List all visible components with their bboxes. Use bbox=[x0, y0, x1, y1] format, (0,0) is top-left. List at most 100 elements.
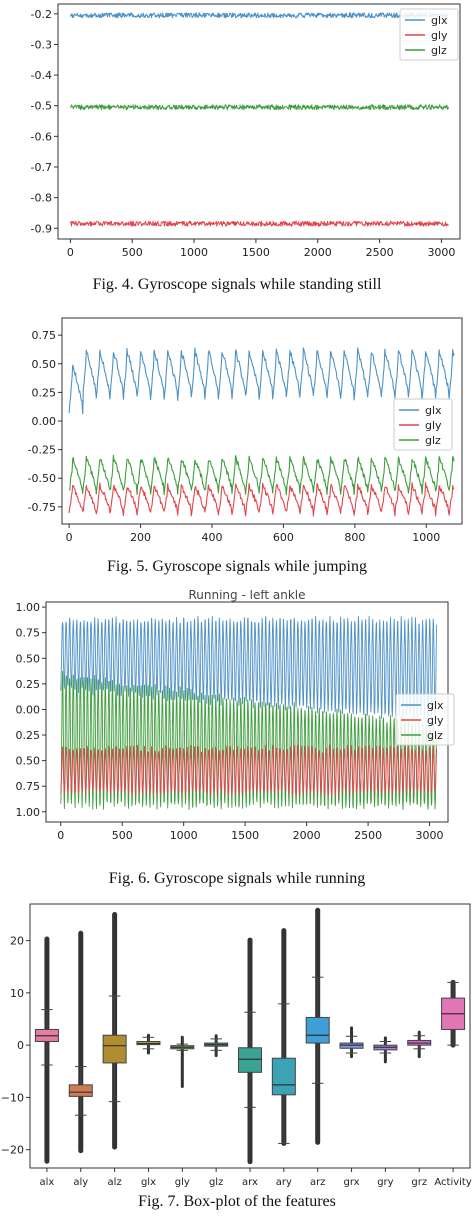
fig4-legend-label-glz: glz bbox=[431, 44, 447, 57]
fig7-xtick-label: gly bbox=[175, 1177, 190, 1188]
fig4-series-glx bbox=[69, 12, 449, 19]
fig7-box-glx bbox=[136, 1033, 161, 1055]
fig7-xtick-label: grz bbox=[411, 1177, 427, 1188]
fig6-legend-label-gly: gly bbox=[427, 714, 444, 727]
fig7-xtick-label: arz bbox=[310, 1177, 326, 1188]
fig4-xtick-label: 1000 bbox=[180, 246, 208, 259]
fig5-series-glx bbox=[68, 347, 455, 415]
fig6-chart: 0 500 1000 1500 2000 2500 3000 1.00 0.75 0.50 0.25… bbox=[16, 590, 455, 842]
fig6-xtick-label: 1500 bbox=[231, 829, 259, 842]
fig7-chart: 20 10 0 −10 −20 alx aly alz glx gly glz arx ary arz gr… bbox=[1, 903, 472, 1188]
fig6-xtick-label: 2500 bbox=[354, 829, 382, 842]
fig7-box-aly bbox=[68, 930, 93, 1154]
fig6-ytick-label: 0.25 bbox=[16, 678, 41, 691]
fig5-xtick-label: 1000 bbox=[412, 531, 440, 544]
fig7-xtick-label: alx bbox=[40, 1177, 55, 1188]
fig5-series-glz bbox=[68, 454, 455, 496]
fig7-xtick-label: alz bbox=[108, 1177, 122, 1188]
fig4-ytick-label: -0.4 bbox=[31, 69, 52, 82]
fig5-xtick-label: 200 bbox=[130, 531, 151, 544]
fig7-box-Activity bbox=[441, 979, 466, 1048]
fig6-legend-label-glz: glz bbox=[427, 729, 443, 742]
fig5-xtick-label: 600 bbox=[273, 531, 294, 544]
fig6-xtick-label: 0 bbox=[57, 829, 64, 842]
figure-5: 0 200 400 600 800 1000 0.75 0.50 0.25 0.00 -0.25 -0… bbox=[0, 300, 474, 590]
fig4-xtick-label: 1500 bbox=[242, 246, 270, 259]
fig7-iqr-ary bbox=[271, 1057, 296, 1096]
fig4-legend-label-glx: glx bbox=[431, 14, 448, 27]
fig7-xtick-label: ary bbox=[276, 1177, 292, 1188]
fig7-box-arz bbox=[305, 907, 330, 1145]
fig4-ytick-label: -0.7 bbox=[31, 161, 52, 174]
fig5-legend-label-glx: glx bbox=[425, 404, 442, 417]
figure-6: 0 500 1000 1500 2000 2500 3000 1.00 0.75 0.50 0.25… bbox=[0, 590, 474, 900]
fig6-ytick-label: 1.00 bbox=[16, 601, 41, 614]
fig7-box-arx bbox=[237, 937, 263, 1165]
fig4-ytick-label: -0.2 bbox=[31, 8, 52, 21]
fig5-ytick-label: 0.25 bbox=[32, 386, 57, 399]
fig7-xtick-label: grx bbox=[343, 1177, 359, 1188]
fig4-xtick-label: 0 bbox=[67, 246, 74, 259]
fig7-box-gry bbox=[373, 1036, 398, 1064]
fig7-ytick-label: 20 bbox=[10, 935, 24, 948]
fig5-ytick-label: 0.75 bbox=[32, 329, 57, 342]
fig5-legend-label-glz: glz bbox=[425, 434, 441, 447]
fig7-xtick-label: gry bbox=[377, 1177, 393, 1188]
fig7-ytick-label: 10 bbox=[10, 987, 24, 1000]
fig5-series-gly bbox=[68, 482, 455, 517]
fig5-legend bbox=[393, 398, 453, 451]
fig6-series-gly bbox=[60, 744, 438, 798]
fig4-series-gly bbox=[69, 220, 449, 227]
fig4-xtick-label: 2000 bbox=[304, 246, 332, 259]
fig6-caption: Fig. 6. Gyroscope signals while running bbox=[108, 870, 366, 887]
fig6-ytick-label: 0.50 bbox=[16, 755, 41, 768]
fig5-ytick-label: -0.25 bbox=[28, 444, 56, 457]
fig5-xtick-label: 800 bbox=[344, 531, 365, 544]
fig4-ytick-label: -0.3 bbox=[31, 38, 52, 51]
fig7-ytick-label: 0 bbox=[17, 1039, 24, 1052]
fig6-ytick-label: 0.25 bbox=[16, 729, 41, 742]
fig4-xtick-label: 2500 bbox=[366, 246, 394, 259]
fig4-ytick-label: -0.6 bbox=[31, 130, 52, 143]
fig5-caption: Fig. 5. Gyroscope signals while jumping bbox=[107, 558, 367, 575]
fig4-chart: 0 500 1000 1500 2000 2500 3000 -0.2 -0.3 -0.4 -0.5… bbox=[31, 3, 461, 259]
fig6-ytick-label: 0.00 bbox=[16, 703, 41, 716]
fig6-legend-label-glx: glx bbox=[427, 699, 444, 712]
figure-7: 20 10 0 −10 −20 alx aly alz glx gly glz arx ary arz gr… bbox=[0, 900, 474, 1218]
fig5-ytick-label: -0.75 bbox=[28, 501, 56, 514]
fig7-ytick-label: −10 bbox=[1, 1091, 24, 1104]
fig6-ytick-label: 0.75 bbox=[16, 780, 41, 793]
fig6-ytick-label: 1.00 bbox=[16, 806, 41, 819]
fig5-xtick-label: 0 bbox=[66, 531, 73, 544]
fig6-legend bbox=[395, 693, 455, 746]
fig7-caption: Fig. 7. Box-plot of the features bbox=[138, 1193, 336, 1210]
fig4-plot-frame bbox=[57, 3, 461, 240]
fig4-xtick-label: 500 bbox=[122, 246, 143, 259]
fig6-xtick-label: 2000 bbox=[293, 829, 321, 842]
fig4-ytick-label: -0.5 bbox=[31, 100, 52, 113]
fig6-xtick-label: 1000 bbox=[170, 829, 198, 842]
fig7-box-glz bbox=[204, 1034, 229, 1058]
fig7-xtick-label: glx bbox=[141, 1177, 156, 1188]
fig5-chart: 0 200 400 600 800 1000 0.75 0.50 0.25 0.00 -0.25 -0… bbox=[28, 317, 463, 544]
fig7-xtick-label: glz bbox=[209, 1177, 223, 1188]
fig4-ytick-label: -0.9 bbox=[31, 222, 52, 235]
fig6-ytick-label: 0.75 bbox=[16, 627, 41, 640]
fig4-legend-label-gly: gly bbox=[431, 29, 448, 42]
fig5-ytick-label: 0.50 bbox=[32, 358, 57, 371]
fig5-xtick-label: 400 bbox=[202, 531, 223, 544]
fig4-ytick-label: -0.8 bbox=[31, 192, 52, 205]
fig7-box-grz bbox=[407, 1030, 432, 1059]
fig5-ytick-label: -0.50 bbox=[28, 472, 56, 485]
fig4-legend bbox=[399, 8, 459, 61]
fig7-xtick-label: aly bbox=[73, 1177, 88, 1188]
figure-4: 0 500 1000 1500 2000 2500 3000 -0.2 -0.3 -0.4 -0.5… bbox=[0, 0, 474, 300]
fig7-ytick-label: −20 bbox=[1, 1144, 24, 1157]
fig7-iqr-arz bbox=[305, 1016, 330, 1044]
fig7-box-grx bbox=[339, 1026, 364, 1059]
fig7-xtick-label: arx bbox=[242, 1177, 258, 1188]
fig7-iqr-arx bbox=[237, 1047, 263, 1073]
fig4-caption: Fig. 4. Gyroscope signals while standing… bbox=[92, 276, 382, 293]
fig7-box-alz bbox=[102, 911, 127, 1150]
fig4-xtick-label: 3000 bbox=[427, 246, 455, 259]
